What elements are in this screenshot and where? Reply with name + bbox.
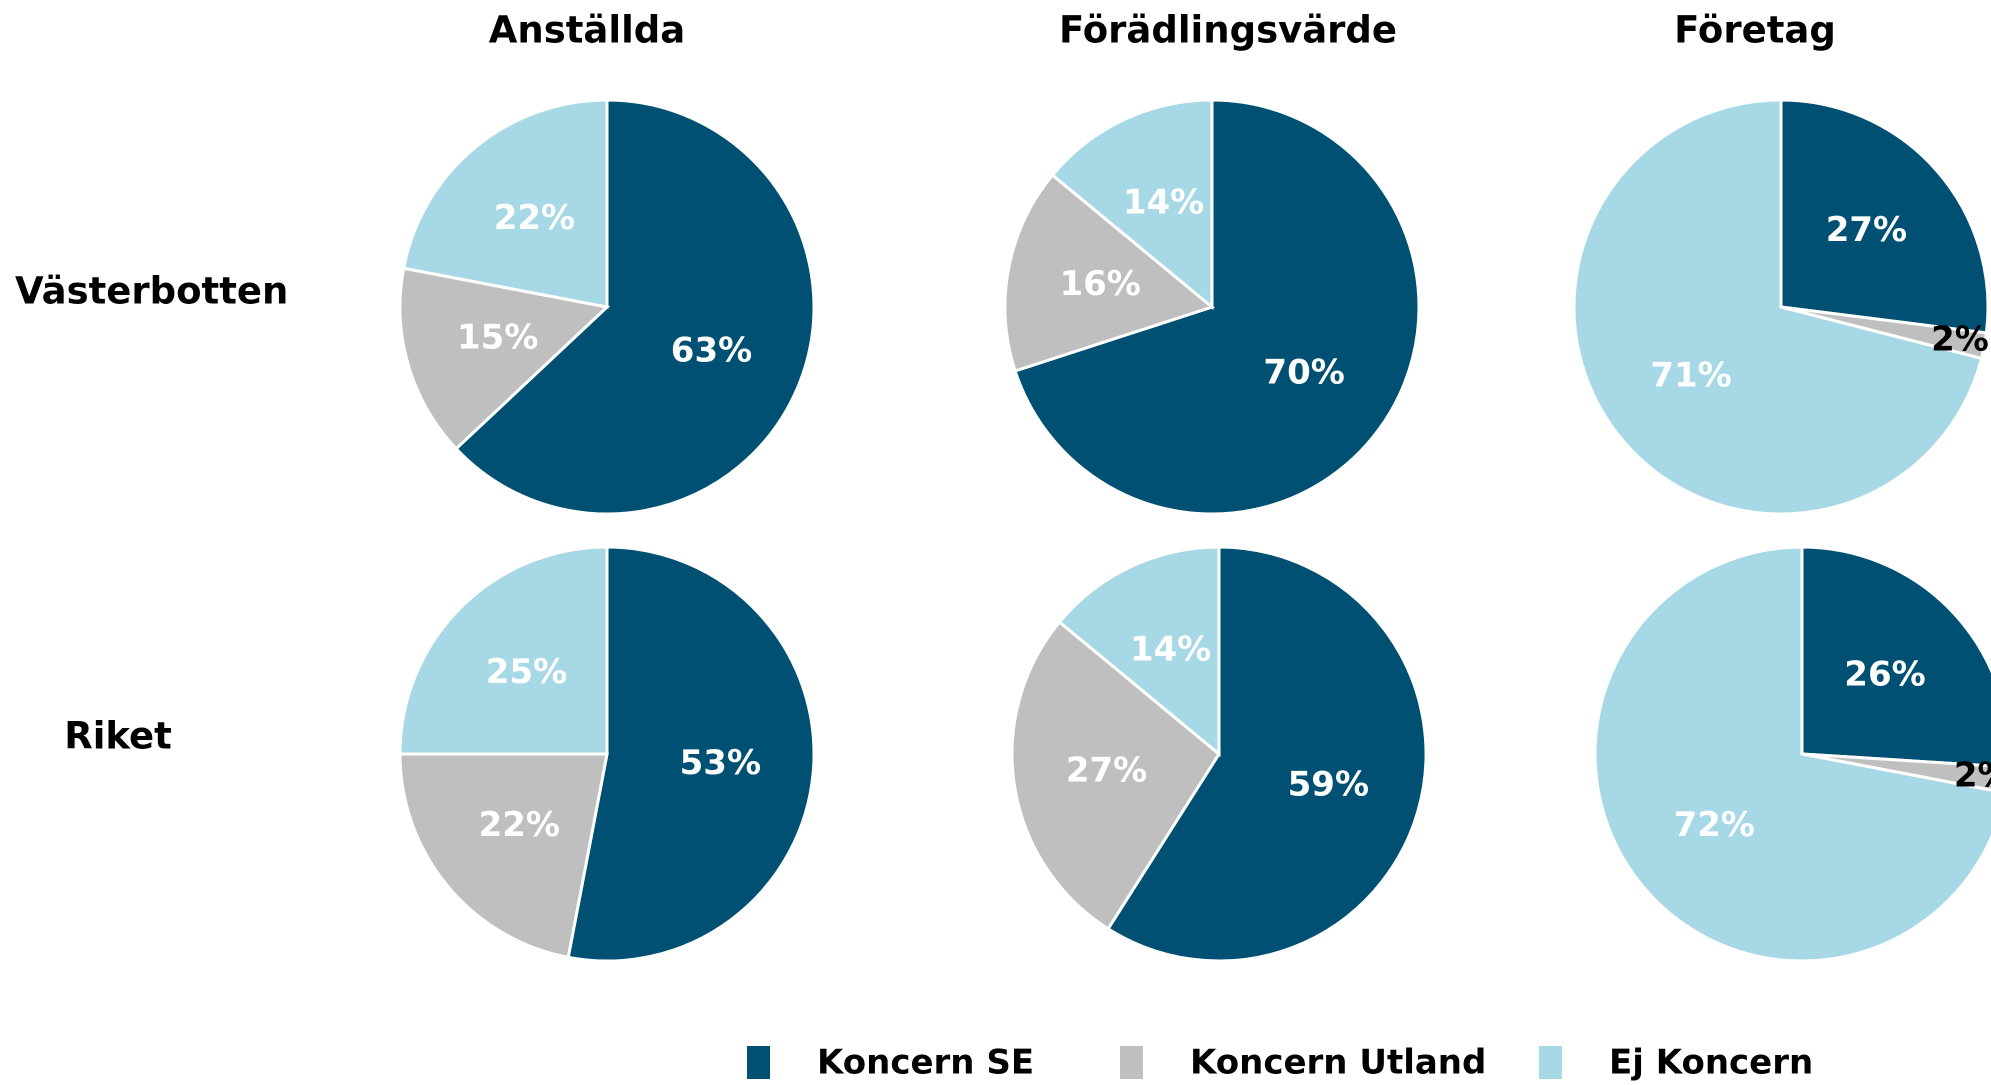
legend-swatch	[1120, 1046, 1143, 1079]
pie-slice	[1013, 98, 1421, 516]
data-label: 22%	[479, 805, 560, 845]
pie-slice	[401, 98, 609, 309]
data-label: 59%	[1288, 764, 1369, 804]
pie-slice	[398, 545, 609, 756]
legend-label: Koncern SE	[817, 1043, 1034, 1083]
legend-swatch	[1539, 1046, 1562, 1079]
data-label: 22%	[494, 198, 575, 238]
data-label: 14%	[1130, 629, 1211, 669]
column-title: Förädlingsvärde	[1059, 9, 1397, 52]
pie-slice	[1593, 545, 1991, 963]
pie-slice	[566, 545, 816, 963]
legend-swatch	[747, 1046, 770, 1079]
pie-slice	[398, 266, 611, 451]
legend-label: Koncern Utland	[1190, 1043, 1486, 1083]
legend-label: Ej Koncern	[1609, 1043, 1813, 1083]
row-label: Riket	[64, 715, 172, 758]
data-label: 25%	[486, 652, 567, 692]
pie-slice	[1801, 752, 1991, 792]
data-label: 72%	[1674, 805, 1755, 845]
data-label: 16%	[1059, 264, 1140, 304]
pie-slice	[1003, 172, 1216, 373]
pie-slice	[1800, 545, 1991, 768]
pie-slice	[1106, 545, 1428, 963]
data-label: 26%	[1844, 655, 1925, 695]
pie-slice	[1010, 619, 1221, 931]
data-label: 70%	[1263, 352, 1344, 392]
pie-slice	[1779, 98, 1990, 335]
column-title: Företag	[1674, 9, 1836, 52]
data-label: 14%	[1123, 182, 1204, 222]
data-label: 2%	[1954, 755, 1991, 795]
row-label: Västerbotten	[15, 270, 288, 313]
data-label: 27%	[1066, 750, 1147, 790]
data-label: 53%	[680, 743, 761, 783]
data-label: 27%	[1826, 210, 1907, 250]
data-label: 63%	[671, 331, 752, 371]
pie-slice	[1572, 98, 1984, 516]
pie-slice	[1050, 98, 1214, 311]
pie-slice	[1057, 545, 1221, 758]
data-label: 71%	[1650, 355, 1731, 395]
pie-slice	[453, 98, 816, 516]
column-title: Anställda	[489, 9, 685, 52]
data-label: 2%	[1931, 320, 1989, 360]
pie-slice	[398, 752, 609, 960]
data-label: 15%	[457, 317, 538, 357]
